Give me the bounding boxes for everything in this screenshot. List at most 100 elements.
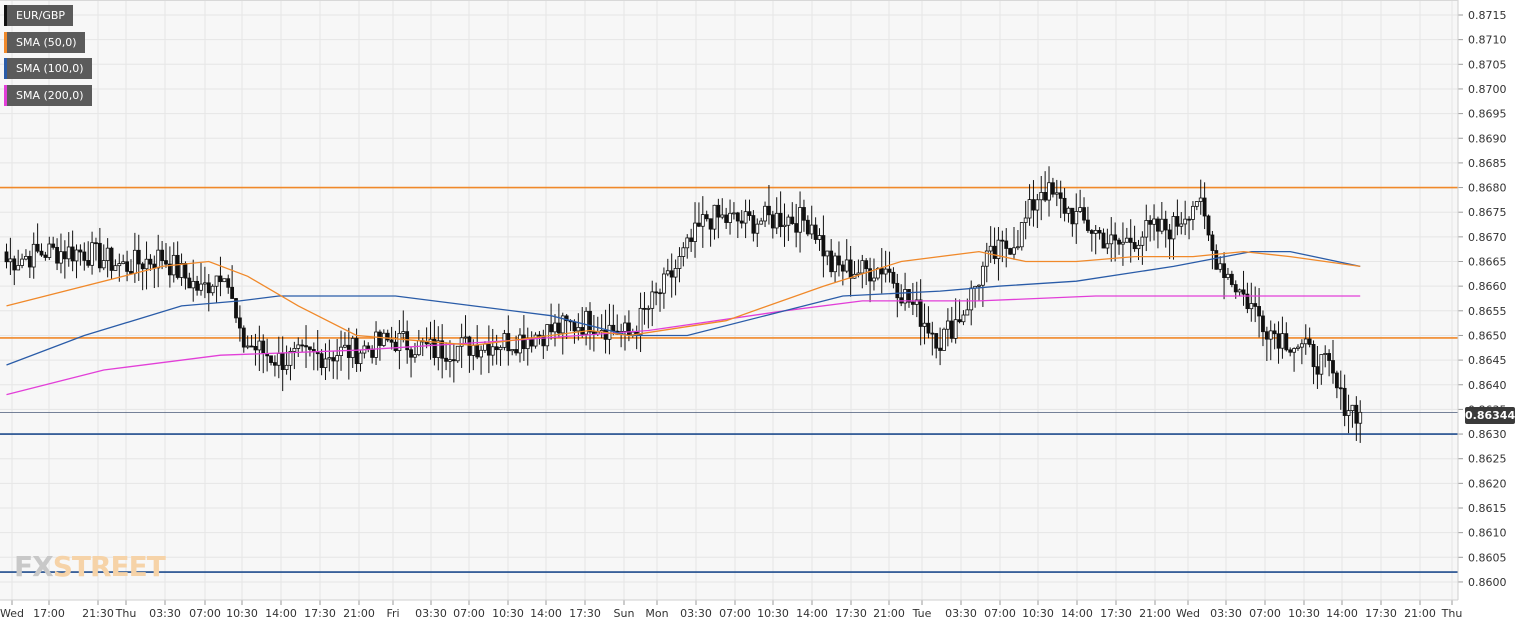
candle-up <box>210 285 215 294</box>
candle-up <box>1218 263 1223 270</box>
candle-up <box>1299 343 1304 348</box>
candle-up <box>1023 217 1028 223</box>
candle-up <box>1121 241 1125 245</box>
candle-down <box>1113 234 1118 241</box>
candle-up <box>1109 234 1114 245</box>
x-tick-label: 10:30 <box>1022 607 1054 620</box>
candle-up <box>1346 410 1351 416</box>
x-tick-label: 21:00 <box>1139 607 1171 620</box>
legend-item-sma100[interactable]: SMA (100,0) <box>4 58 92 80</box>
candle-up <box>199 283 203 291</box>
candle-up <box>1054 192 1059 195</box>
candle-down <box>234 298 238 319</box>
candle-down <box>1101 232 1106 249</box>
candle-up <box>335 355 340 362</box>
candle-up <box>872 277 876 282</box>
candle-down <box>183 263 188 279</box>
candle-down <box>148 258 153 265</box>
candlesticks <box>4 166 1363 443</box>
candle-down <box>588 310 592 333</box>
candle-down <box>366 345 371 350</box>
candle-up <box>903 289 907 304</box>
candle-up <box>1350 404 1355 412</box>
candle-up <box>31 243 36 268</box>
candle-down <box>1257 306 1261 317</box>
legend-item-eurgbp[interactable]: EUR/GBP <box>4 5 74 26</box>
y-tick-label: 0.8705 <box>1468 58 1507 71</box>
candle-down <box>62 251 67 260</box>
candle-up <box>1303 338 1308 345</box>
candle-up <box>436 340 441 358</box>
candle-up <box>288 350 293 366</box>
candle-down <box>475 345 480 358</box>
candle-down <box>70 246 75 262</box>
candle-down <box>486 343 491 356</box>
x-tick-label: 14:00 <box>530 607 562 620</box>
candle-up <box>1194 201 1199 207</box>
candle-down <box>1245 293 1250 310</box>
candle-up <box>1159 218 1164 232</box>
candle-up <box>1074 211 1079 225</box>
y-tick-label: 0.8685 <box>1468 157 1507 170</box>
candle-up <box>1012 247 1016 255</box>
candle-up <box>483 343 487 351</box>
x-tick-label: Wed <box>0 607 24 620</box>
y-tick-label: 0.8645 <box>1468 354 1507 367</box>
x-tick-label: 10:30 <box>492 607 524 620</box>
sma-100-line <box>6 250 1361 366</box>
x-tick-label: 21:00 <box>1404 607 1436 620</box>
candle-up <box>961 314 966 323</box>
x-tick-label: 07:00 <box>719 607 751 620</box>
candle-up <box>965 309 970 316</box>
x-tick-label: 03:30 <box>149 607 181 620</box>
candle-down <box>813 224 818 240</box>
candle-down <box>1284 333 1289 351</box>
x-tick-label: 21:00 <box>873 607 905 620</box>
x-tick-label: 21:30 <box>82 607 114 620</box>
candle-down <box>739 220 744 224</box>
candle-down <box>868 268 872 282</box>
candle-down <box>440 340 445 359</box>
candle-down <box>261 340 266 354</box>
candle-down <box>802 207 806 221</box>
candle-up <box>1280 333 1285 349</box>
candle-up <box>782 224 787 228</box>
candle-up <box>1019 222 1024 248</box>
candle-down <box>300 344 305 347</box>
candle-down <box>444 357 448 362</box>
legend-item-sma200[interactable]: SMA (200,0) <box>4 84 92 106</box>
candle-up <box>984 250 989 267</box>
candle-down <box>767 205 771 216</box>
candle-down <box>273 362 277 366</box>
legend-item-sma50[interactable]: SMA (50,0) <box>4 31 85 53</box>
y-tick-label: 0.8620 <box>1468 477 1507 490</box>
candle-up <box>245 345 250 348</box>
logo-street: STREET <box>52 550 166 583</box>
y-tick-label: 0.8660 <box>1468 280 1507 293</box>
candle-up <box>413 354 417 358</box>
candle-down <box>1334 372 1339 389</box>
candle-up <box>1124 237 1129 243</box>
candle-down <box>125 261 129 272</box>
x-tick-label: Thu <box>1441 607 1463 620</box>
candle-up <box>673 268 678 278</box>
y-tick-label: 0.8650 <box>1468 329 1507 342</box>
candle-down <box>1051 182 1055 195</box>
candle-down <box>331 357 336 362</box>
candle-up <box>693 222 697 242</box>
candle-up <box>1292 348 1296 353</box>
candle-up <box>105 247 110 261</box>
x-tick-label: 17:30 <box>1100 607 1132 620</box>
candle-down <box>1229 273 1234 285</box>
candle-up <box>774 212 779 229</box>
x-tick-label: 03:30 <box>415 607 447 620</box>
x-tick-label: 07:00 <box>189 607 221 620</box>
candle-down <box>1089 230 1094 234</box>
candle-down <box>848 259 853 279</box>
candle-down <box>910 301 915 305</box>
fxstreet-logo: FXSTREET <box>14 550 166 583</box>
candle-down <box>778 212 783 228</box>
x-tick-label: 03:30 <box>680 607 712 620</box>
y-tick-label: 0.8630 <box>1468 428 1507 441</box>
candle-up <box>809 224 814 235</box>
